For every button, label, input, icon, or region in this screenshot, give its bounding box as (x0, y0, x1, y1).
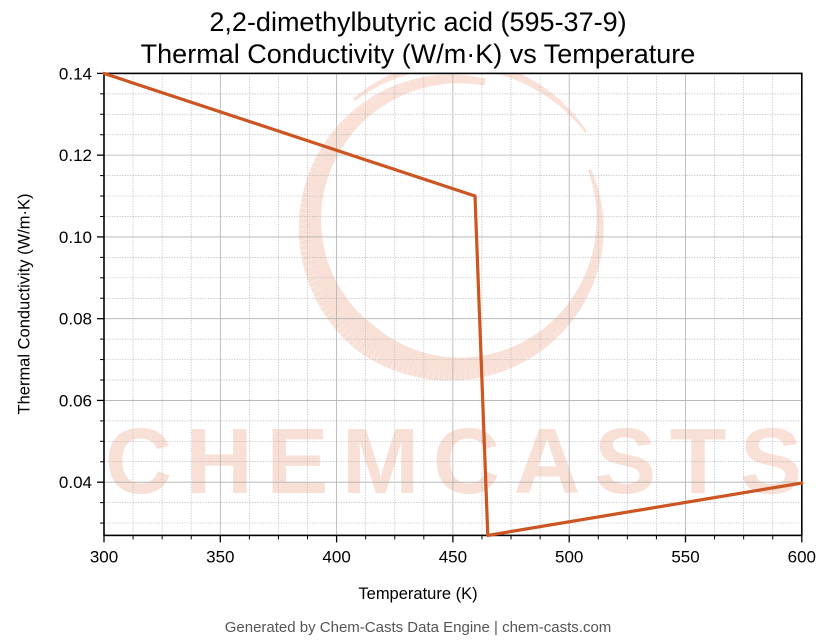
svg-text:0.06: 0.06 (59, 391, 92, 410)
svg-text:0.08: 0.08 (59, 310, 92, 329)
svg-text:550: 550 (671, 547, 699, 566)
svg-text:0.14: 0.14 (59, 64, 92, 83)
svg-text:300: 300 (90, 547, 118, 566)
svg-text:600: 600 (788, 547, 816, 566)
svg-text:500: 500 (555, 547, 583, 566)
svg-text:450: 450 (439, 547, 467, 566)
svg-text:0.10: 0.10 (59, 228, 92, 247)
svg-text:0.04: 0.04 (59, 473, 92, 492)
svg-text:350: 350 (206, 547, 234, 566)
svg-text:400: 400 (322, 547, 350, 566)
svg-text:0.12: 0.12 (59, 146, 92, 165)
